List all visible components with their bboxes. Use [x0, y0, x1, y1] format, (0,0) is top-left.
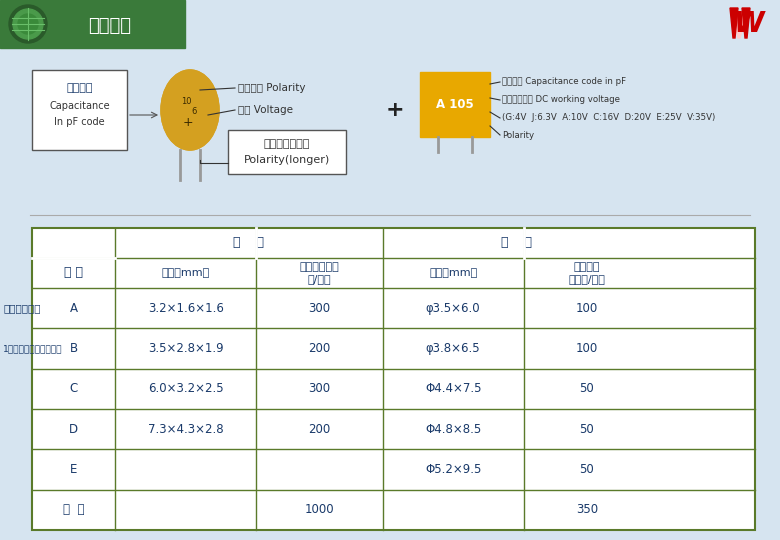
Text: 200: 200 [308, 342, 331, 355]
Bar [420, 72, 490, 137]
Text: 10: 10 [181, 98, 191, 106]
Text: A: A [69, 302, 77, 315]
Ellipse shape [161, 70, 219, 150]
Text: 300: 300 [308, 302, 331, 315]
Text: 7.3×4.3×2.8: 7.3×4.3×2.8 [148, 423, 223, 436]
Text: B: B [69, 342, 78, 355]
Text: 1、各种型号规格的产能: 1、各种型号规格的产能 [3, 344, 62, 353]
Text: Polarity(longer): Polarity(longer) [244, 155, 330, 165]
Text: 300: 300 [308, 382, 331, 395]
Bar [32, 258, 115, 259]
Polygon shape [730, 8, 738, 38]
Text: Φ5.2×9.5: Φ5.2×9.5 [425, 463, 481, 476]
Bar [32, 70, 127, 150]
Circle shape [18, 14, 38, 34]
Text: +: + [385, 100, 404, 120]
Text: 3.5×2.8×1.9: 3.5×2.8×1.9 [148, 342, 223, 355]
Ellipse shape [161, 70, 219, 150]
Text: 容量代码 Capacitance code in pF: 容量代码 Capacitance code in pF [502, 78, 626, 86]
Text: 壳 号: 壳 号 [64, 267, 83, 280]
Text: 100: 100 [576, 302, 598, 315]
Text: Polarity: Polarity [502, 131, 534, 139]
Text: 50: 50 [580, 423, 594, 436]
Text: C: C [69, 382, 78, 395]
Polygon shape [733, 13, 747, 38]
Text: φ3.8×6.5: φ3.8×6.5 [426, 342, 480, 355]
Text: 3.2×1.6×1.6: 3.2×1.6×1.6 [147, 302, 224, 315]
Text: 1000: 1000 [304, 503, 334, 516]
Text: 200: 200 [308, 423, 331, 436]
Text: (G:4V  J:6.3V  A:10V  C:16V  D:20V  E:25V  V:35V): (G:4V J:6.3V A:10V C:16V D:20V E:25V V:3… [502, 113, 715, 123]
Text: 100: 100 [576, 342, 598, 355]
Bar [228, 130, 346, 174]
Text: +: + [183, 116, 193, 129]
Text: φ3.5×6.0: φ3.5×6.0 [426, 302, 480, 315]
Text: 引    线: 引 线 [501, 237, 532, 249]
Text: 正极标记 Polarity: 正极标记 Polarity [238, 83, 306, 93]
Circle shape [9, 5, 47, 43]
Text: In pF code: In pF code [54, 117, 105, 127]
Text: W: W [732, 10, 764, 38]
Text: 350: 350 [576, 503, 598, 516]
Text: 尺寸（mm）: 尺寸（mm） [429, 268, 477, 278]
Text: 三、生产能力: 三、生产能力 [3, 303, 41, 313]
Bar [32, 228, 755, 530]
Text: 产品资讯: 产品资讯 [88, 17, 132, 35]
Text: Capacitance: Capacitance [49, 101, 110, 111]
Text: 容量代码: 容量代码 [66, 83, 93, 93]
Text: 尺寸（mm）: 尺寸（mm） [161, 268, 210, 278]
Circle shape [13, 9, 43, 39]
Text: 6: 6 [191, 107, 197, 117]
Text: Φ4.8×8.5: Φ4.8×8.5 [425, 423, 481, 436]
Text: Φ4.4×7.5: Φ4.4×7.5 [425, 382, 481, 395]
Text: 正极引线（长）: 正极引线（长） [264, 139, 310, 149]
Text: 生产能力
（万只/月）: 生产能力 （万只/月） [569, 262, 605, 284]
Text: 50: 50 [580, 382, 594, 395]
Text: 6.0×3.2×2.5: 6.0×3.2×2.5 [148, 382, 223, 395]
Text: 生产能力（万
只/月）: 生产能力（万 只/月） [300, 262, 339, 284]
Text: A 105: A 105 [436, 98, 474, 111]
Text: 电压 Voltage: 电压 Voltage [238, 105, 293, 115]
Text: 片    式: 片 式 [233, 237, 264, 249]
Text: 50: 50 [580, 463, 594, 476]
Text: E: E [70, 463, 77, 476]
Text: 直流工作电压 DC working voltage: 直流工作电压 DC working voltage [502, 96, 620, 105]
Text: D: D [69, 423, 78, 436]
Text: 合  计: 合 计 [63, 503, 84, 516]
Bar [0, 0, 185, 48]
Polygon shape [742, 8, 750, 38]
